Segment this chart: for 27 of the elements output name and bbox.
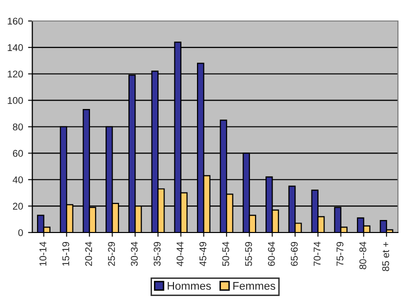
x-tick-label: 55-59 [245,242,252,266]
x-tick-label: 25-29 [108,242,115,266]
legend-label: Femmes [233,282,276,290]
y-tick-label: 40 [12,176,23,184]
x-tick-label: 40-44 [176,242,184,266]
x-tick-label: 70-74 [314,242,321,266]
y-tick-label: 60 [12,150,23,157]
x-tick-label: 80--84 [359,242,366,270]
y-tick-label: 100 [8,97,23,104]
legend-label: Hommes [168,282,211,290]
y-tick-label: 0 [18,229,23,236]
y-tick-label: 80 [12,123,23,130]
x-tick-label: 85 et + [382,242,390,272]
y-tick-label: 160 [8,18,23,25]
x-tick-label: 30-34 [130,242,138,266]
x-tick-label: 65-69 [290,242,298,266]
x-tick-label: 35-39 [154,242,161,266]
x-tick-label: 60-64 [268,242,275,266]
x-tick-label: 45-49 [199,242,206,266]
y-tick-label: 140 [8,44,23,52]
y-tick-label: 120 [8,70,23,78]
x-tick-label: 20-24 [85,242,92,266]
x-tick-label: 75-79 [336,242,344,266]
x-tick-label: 10-14 [39,242,46,266]
x-tick-label: 15-19 [62,242,70,266]
y-tick-label: 20 [12,202,23,210]
x-tick-label: 50-54 [222,242,230,266]
